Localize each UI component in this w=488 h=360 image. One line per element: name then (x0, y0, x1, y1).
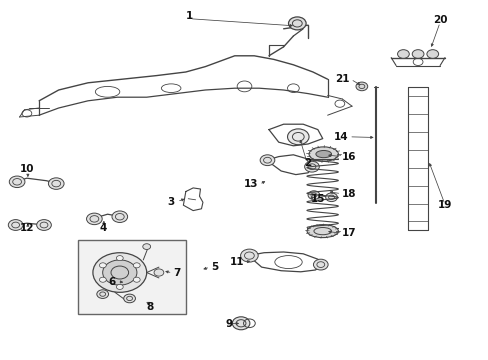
Text: 7: 7 (173, 268, 181, 278)
Text: 14: 14 (333, 132, 347, 142)
Circle shape (355, 82, 367, 91)
Text: 9: 9 (225, 319, 233, 329)
Text: 12: 12 (20, 222, 34, 233)
Circle shape (37, 220, 51, 230)
Circle shape (133, 277, 140, 282)
Ellipse shape (308, 147, 338, 161)
Text: 16: 16 (342, 152, 356, 162)
Circle shape (142, 244, 150, 249)
Circle shape (240, 249, 258, 262)
Text: 18: 18 (342, 189, 356, 199)
Circle shape (97, 290, 108, 298)
Text: 21: 21 (334, 74, 349, 84)
Ellipse shape (315, 150, 331, 158)
Circle shape (99, 263, 106, 268)
Text: 4: 4 (100, 222, 107, 233)
Ellipse shape (397, 50, 408, 58)
Text: 17: 17 (342, 228, 356, 238)
Text: 10: 10 (20, 164, 34, 174)
Circle shape (116, 256, 123, 261)
Circle shape (260, 155, 274, 166)
Text: 3: 3 (167, 197, 175, 207)
Text: 19: 19 (437, 200, 451, 210)
Text: 5: 5 (211, 262, 218, 272)
Circle shape (304, 161, 319, 172)
Ellipse shape (411, 50, 423, 58)
Circle shape (307, 191, 319, 199)
Circle shape (232, 317, 249, 330)
Circle shape (133, 263, 140, 268)
Circle shape (9, 176, 25, 188)
Text: 8: 8 (146, 302, 154, 312)
Circle shape (102, 260, 137, 285)
Text: 15: 15 (310, 194, 325, 204)
Circle shape (313, 259, 327, 270)
Bar (78, 240, 185, 314)
Text: 2: 2 (304, 158, 311, 168)
Text: 13: 13 (243, 179, 258, 189)
Text: 20: 20 (432, 15, 447, 25)
Circle shape (154, 269, 163, 276)
Ellipse shape (306, 225, 338, 238)
Text: 6: 6 (108, 276, 116, 287)
Circle shape (8, 220, 23, 230)
Circle shape (48, 178, 64, 189)
Ellipse shape (426, 50, 438, 58)
Circle shape (287, 129, 308, 145)
Circle shape (112, 211, 127, 222)
Text: 1: 1 (186, 11, 193, 21)
Circle shape (86, 213, 102, 225)
Circle shape (116, 284, 123, 289)
Circle shape (93, 253, 146, 292)
Circle shape (325, 193, 337, 202)
Circle shape (288, 17, 305, 30)
Circle shape (99, 277, 106, 282)
Text: 11: 11 (229, 257, 244, 267)
Circle shape (123, 294, 135, 303)
